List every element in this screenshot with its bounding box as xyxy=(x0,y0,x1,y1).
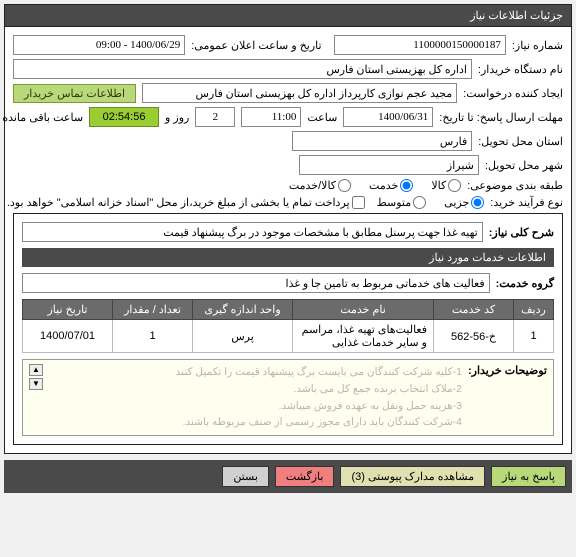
radio-medium[interactable]: متوسط xyxy=(377,196,427,209)
requester-label: ایجاد کننده درخواست: xyxy=(463,87,563,100)
notes-label: توضیحات خریدار: xyxy=(468,364,547,377)
announce-label: تاریخ و ساعت اعلان عمومی: xyxy=(191,39,321,52)
days-input[interactable] xyxy=(195,107,235,127)
th-3: واحد اندازه گیری xyxy=(193,300,293,320)
close-button[interactable]: بستن xyxy=(222,466,269,487)
th-0: ردیف xyxy=(514,300,554,320)
payment-text: پرداخت تمام یا بخشی از مبلغ خرید،از محل … xyxy=(7,196,350,209)
row-buyer: نام دستگاه خریدار: xyxy=(13,59,563,79)
row-service-group: گروه خدمت: xyxy=(22,273,554,293)
desc-title-label: شرح کلی نیاز: xyxy=(489,226,554,239)
need-no-input[interactable] xyxy=(334,35,506,55)
buy-process-label: نوع فرآیند خرید: xyxy=(490,196,563,209)
time-label-1: ساعت xyxy=(307,111,337,124)
notes-scroll: ▲ ▼ xyxy=(29,364,43,390)
th-4: تعداد / مقدار xyxy=(113,300,193,320)
row-subject-type: طبقه بندی موضوعی: کالا خدمت کالا/خدمت xyxy=(13,179,563,192)
radio-khadamat-input[interactable] xyxy=(400,179,413,192)
payment-checkbox-wrap[interactable]: پرداخت تمام یا بخشی از مبلغ خرید،از محل … xyxy=(7,196,365,209)
table-header-row: ردیف کد خدمت نام خدمت واحد اندازه گیری ت… xyxy=(23,300,554,320)
radio-partial-input[interactable] xyxy=(471,196,484,209)
payment-checkbox[interactable] xyxy=(352,196,365,209)
radio-kala-input[interactable] xyxy=(448,179,461,192)
notes-box: توضیحات خریدار: 1-کلیه شرکت کنندگان می ب… xyxy=(22,359,554,436)
th-2: نام خدمت xyxy=(293,300,434,320)
requester-input[interactable] xyxy=(142,83,457,103)
buyer-input[interactable] xyxy=(13,59,472,79)
province-input[interactable] xyxy=(292,131,472,151)
attachments-button[interactable]: مشاهده مدارک پیوستی (3) xyxy=(340,466,485,487)
td-4: 1 xyxy=(113,320,193,353)
row-deadline: مهلت ارسال پاسخ: تا تاریخ: ساعت روز و سا… xyxy=(13,107,563,127)
services-table: ردیف کد خدمت نام خدمت واحد اندازه گیری ت… xyxy=(22,299,554,353)
need-no-label: شماره نیاز: xyxy=(512,39,563,52)
main-panel: جزئیات اطلاعات نیاز شماره نیاز: تاریخ و … xyxy=(4,4,572,454)
inner-description-box: شرح کلی نیاز: اطلاعات خدمات مورد نیاز گر… xyxy=(13,213,563,445)
buyer-label: نام دستگاه خریدار: xyxy=(478,63,563,76)
radio-both[interactable]: کالا/خدمت xyxy=(289,179,351,192)
th-1: کد خدمت xyxy=(434,300,514,320)
panel-body: شماره نیاز: تاریخ و ساعت اعلان عمومی: نا… xyxy=(5,27,571,453)
row-need-no: شماره نیاز: تاریخ و ساعت اعلان عمومی: xyxy=(13,35,563,55)
notes-scroll-down[interactable]: ▼ xyxy=(29,378,43,390)
td-2: فعالیت‌های تهیه غذا، مراسم و سایر خدمات … xyxy=(293,320,434,353)
city-label: شهر محل تحویل: xyxy=(485,159,563,172)
row-desc-title: شرح کلی نیاز: xyxy=(22,222,554,242)
process-radio-group: جزیی متوسط xyxy=(377,196,485,209)
subject-radio-group: کالا خدمت کالا/خدمت xyxy=(289,179,461,192)
row-province: استان محل تحویل: xyxy=(13,131,563,151)
days-label: روز و xyxy=(165,111,189,124)
table-row[interactable]: 1 خ-56-562 فعالیت‌های تهیه غذا، مراسم و … xyxy=(23,320,554,353)
radio-partial[interactable]: جزیی xyxy=(444,196,484,209)
group-input[interactable] xyxy=(22,273,490,293)
row-city: شهر محل تحویل: xyxy=(13,155,563,175)
notes-text: 1-کلیه شرکت کنندگان می بایست برگ پیشنهاد… xyxy=(49,364,462,431)
deadline-label: مهلت ارسال پاسخ: تا تاریخ: xyxy=(439,111,563,124)
th-5: تاریخ نیاز xyxy=(23,300,113,320)
radio-medium-input[interactable] xyxy=(413,196,426,209)
respond-button[interactable]: پاسخ به نیاز xyxy=(491,466,566,487)
desc-title-input[interactable] xyxy=(22,222,483,242)
radio-both-input[interactable] xyxy=(338,179,351,192)
city-input[interactable] xyxy=(299,155,479,175)
subject-type-label: طبقه بندی موضوعی: xyxy=(467,179,563,192)
remain-time-display xyxy=(89,107,159,127)
td-1: خ-56-562 xyxy=(434,320,514,353)
group-label: گروه خدمت: xyxy=(496,277,554,290)
td-5: 1400/07/01 xyxy=(23,320,113,353)
td-0: 1 xyxy=(514,320,554,353)
services-header: اطلاعات خدمات مورد نیاز xyxy=(22,248,554,267)
province-label: استان محل تحویل: xyxy=(478,135,563,148)
back-button[interactable]: بازگشت xyxy=(275,466,335,487)
td-3: پرس xyxy=(193,320,293,353)
announce-input[interactable] xyxy=(13,35,185,55)
row-requester: ایجاد کننده درخواست: اطلاعات تماس خریدار xyxy=(13,83,563,103)
contact-button[interactable]: اطلاعات تماس خریدار xyxy=(13,84,136,103)
action-bar: پاسخ به نیاز مشاهده مدارک پیوستی (3) باز… xyxy=(4,460,572,493)
panel-title: جزئیات اطلاعات نیاز xyxy=(5,5,571,27)
row-buy-process: نوع فرآیند خرید: جزیی متوسط پرداخت تمام … xyxy=(13,196,563,209)
radio-kala[interactable]: کالا xyxy=(431,179,461,192)
remain-label: ساعت باقی مانده xyxy=(2,111,83,124)
deadline-time-input[interactable] xyxy=(241,107,301,127)
radio-khadamat[interactable]: خدمت xyxy=(369,179,413,192)
deadline-date-input[interactable] xyxy=(343,107,433,127)
notes-scroll-up[interactable]: ▲ xyxy=(29,364,43,376)
